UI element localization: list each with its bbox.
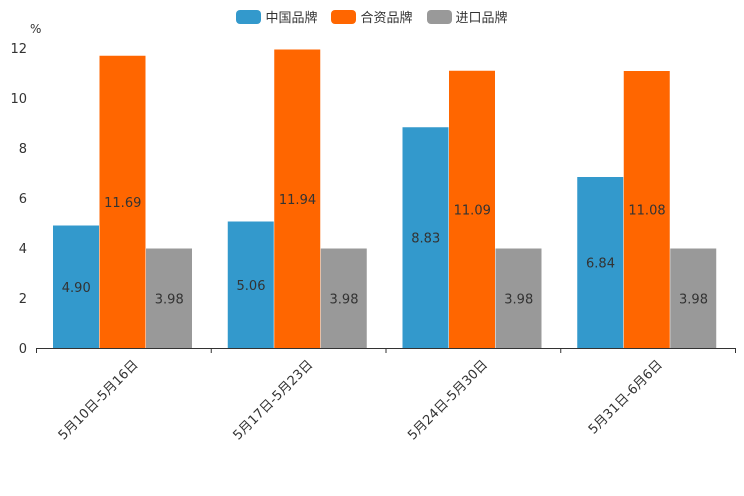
bar[interactable] — [623, 71, 670, 348]
bar-data-label: 6.84 — [586, 257, 615, 272]
legend-item-import-brand[interactable]: 进口品牌 — [426, 7, 508, 26]
legend-label-import-brand: 进口品牌 — [455, 11, 508, 26]
bar-data-label: 4.90 — [62, 281, 91, 296]
legend-label-joint-venture-brand: 合资品牌 — [360, 11, 413, 26]
bar[interactable] — [274, 49, 321, 349]
bar[interactable] — [320, 248, 367, 349]
bar[interactable] — [449, 70, 495, 348]
y-tick-label: 4 — [19, 242, 27, 257]
y-tick-label: 10 — [10, 92, 27, 107]
x-tick-label: 5月31日-6月6日 — [586, 358, 666, 438]
bar[interactable] — [402, 127, 449, 348]
y-tick-label: 0 — [19, 342, 27, 357]
legend: 中国品牌 合资品牌 进口品牌 — [0, 7, 744, 26]
bar[interactable] — [577, 177, 624, 348]
x-tick-label: 5月17日-5月23日 — [231, 358, 317, 444]
bar-data-label: 11.69 — [104, 196, 141, 211]
x-tick-label: 5月10日-5月16日 — [56, 358, 142, 444]
y-tick-label: 2 — [19, 292, 27, 307]
bar[interactable] — [53, 225, 99, 349]
legend-item-china-brand[interactable]: 中国品牌 — [236, 7, 317, 26]
legend-swatch-joint-venture-brand — [331, 9, 357, 24]
bar-data-label: 8.83 — [411, 232, 440, 247]
legend-swatch-china-brand — [236, 9, 262, 24]
legend-label-china-brand: 中国品牌 — [265, 11, 318, 26]
bar-data-label: 11.94 — [279, 193, 316, 208]
y-axis-unit-label: % — [30, 22, 41, 36]
bar[interactable] — [99, 55, 146, 348]
y-tick-label: 8 — [19, 142, 27, 157]
legend-swatch-import-brand — [426, 9, 452, 24]
bar-data-label: 3.98 — [679, 292, 708, 307]
bar-data-label: 11.09 — [454, 203, 491, 218]
y-tick-label: 6 — [19, 192, 27, 207]
bar-data-label: 3.98 — [155, 292, 184, 307]
bar[interactable] — [146, 248, 192, 349]
bar-data-label: 3.98 — [504, 292, 533, 307]
bar[interactable] — [495, 248, 542, 349]
bar-data-label: 5.06 — [237, 279, 266, 294]
bar[interactable] — [670, 248, 717, 349]
legend-item-joint-venture-brand[interactable]: 合资品牌 — [331, 7, 413, 26]
bar[interactable] — [227, 221, 274, 349]
bar-data-label: 3.98 — [330, 292, 359, 307]
x-tick-label: 5月24日-5月30日 — [405, 358, 491, 444]
bar-data-label: 11.08 — [628, 204, 665, 219]
y-tick-label: 12 — [10, 42, 27, 57]
